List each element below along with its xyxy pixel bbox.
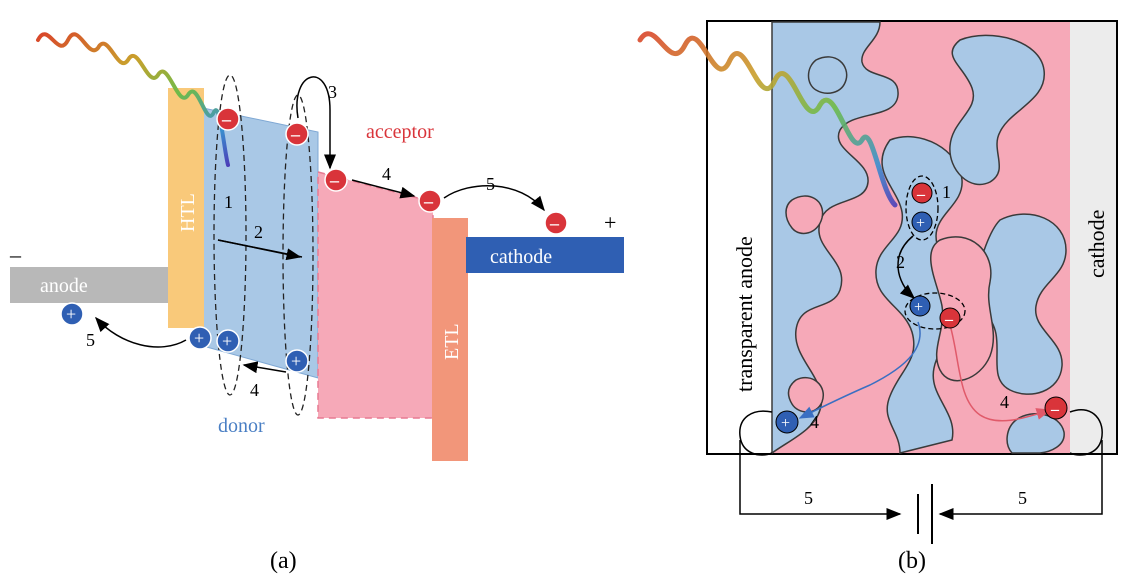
- anode-bar: [10, 267, 190, 303]
- cathode-label: cathode: [490, 246, 552, 268]
- anode-label: anode: [40, 275, 88, 297]
- circuit-wire-left: [739, 440, 902, 520]
- electron: –: [1044, 396, 1068, 420]
- light-wave-b: [637, 31, 898, 208]
- step-label: 5: [804, 488, 813, 508]
- htl-layer: [168, 88, 204, 328]
- hole: +: [285, 349, 309, 373]
- htl-label: HTL: [177, 193, 199, 232]
- step-label: 1: [942, 182, 951, 202]
- svg-text:–: –: [329, 170, 340, 190]
- svg-text:+: +: [194, 328, 204, 348]
- donor-domains: [771, 21, 1067, 455]
- hole: +: [216, 329, 240, 353]
- light-wave-a: [36, 32, 230, 167]
- electron: –: [544, 211, 568, 235]
- hole: +: [60, 302, 84, 326]
- svg-text:+: +: [916, 215, 925, 232]
- acceptor-domains: [785, 195, 995, 413]
- svg-text:–: –: [423, 191, 434, 211]
- svg-text:–: –: [1050, 401, 1060, 418]
- transparent-anode-label: transparent anode: [732, 236, 757, 392]
- exciton-ellipse-1: [213, 74, 247, 396]
- acceptor-region: [317, 171, 434, 419]
- step-label: 4: [810, 412, 819, 432]
- electron: –: [324, 168, 348, 192]
- hole: +: [775, 410, 799, 434]
- arrow-step-2-head: [217, 239, 302, 261]
- minus-sign-left: –: [9, 242, 22, 267]
- arrow-step-2-b: [897, 235, 916, 299]
- svg-text:–: –: [290, 124, 301, 144]
- plus-sign-right: +: [604, 210, 616, 235]
- step-label: 5: [1018, 488, 1027, 508]
- cathode-strip: [1070, 22, 1116, 453]
- exciton-ellipse-b1: [905, 175, 939, 241]
- cathode-bar: [466, 237, 624, 273]
- etl-label: ETL: [441, 323, 463, 360]
- svg-text:–: –: [916, 186, 926, 203]
- svg-text:–: –: [549, 213, 560, 233]
- arrow-step-4-electron: [351, 179, 416, 199]
- panel-a: anode – HTL ETL cathode + –: [9, 32, 624, 574]
- svg-text:–: –: [944, 311, 954, 328]
- step-label: 5: [486, 174, 495, 194]
- electron: –: [418, 189, 442, 213]
- svg-text:+: +: [66, 304, 76, 324]
- hole: +: [911, 211, 933, 233]
- circuit-right-loop: [1069, 409, 1103, 456]
- svg-text:+: +: [781, 415, 790, 432]
- step-label: 4: [382, 164, 391, 184]
- acceptor-label: acceptor: [366, 121, 434, 143]
- circuit-wire-right: [938, 440, 1103, 520]
- hole: +: [909, 295, 931, 317]
- caption-b: (b): [898, 548, 926, 574]
- step-label: 2: [254, 222, 263, 242]
- hole: +: [188, 326, 212, 350]
- step-label: 4: [1000, 392, 1009, 412]
- arrow-step-3: [296, 76, 336, 170]
- electron: –: [216, 107, 240, 131]
- etl-layer: [432, 218, 468, 461]
- donor-label: donor: [218, 415, 265, 437]
- panel-b: transparent anode cathode – + + –: [637, 20, 1118, 574]
- electron: –: [939, 307, 961, 329]
- electron-transport-path: [949, 324, 1052, 422]
- svg-text:+: +: [291, 351, 301, 371]
- step-label: 4: [250, 380, 259, 400]
- arrow-step-4-hole: [242, 361, 287, 374]
- step-label: 3: [328, 82, 337, 102]
- circuit-left-loop: [739, 410, 773, 456]
- step-label: 1: [224, 192, 233, 212]
- svg-text:+: +: [222, 331, 232, 351]
- arrow-step-5-hole: [95, 316, 187, 348]
- electron: –: [285, 122, 309, 146]
- electron: –: [911, 182, 933, 204]
- exciton-ellipse-b2: [904, 292, 966, 330]
- exciton-ellipse-2: [282, 94, 314, 416]
- step-label: 5: [86, 330, 95, 350]
- step-label: 2: [896, 252, 905, 272]
- svg-text:–: –: [221, 109, 232, 129]
- arrow-step-5-electron: [443, 184, 545, 212]
- hole-transport-path: [798, 321, 921, 419]
- svg-text:+: +: [914, 299, 923, 316]
- cathode-label-b: cathode: [1084, 210, 1109, 278]
- caption-a: (a): [270, 548, 297, 574]
